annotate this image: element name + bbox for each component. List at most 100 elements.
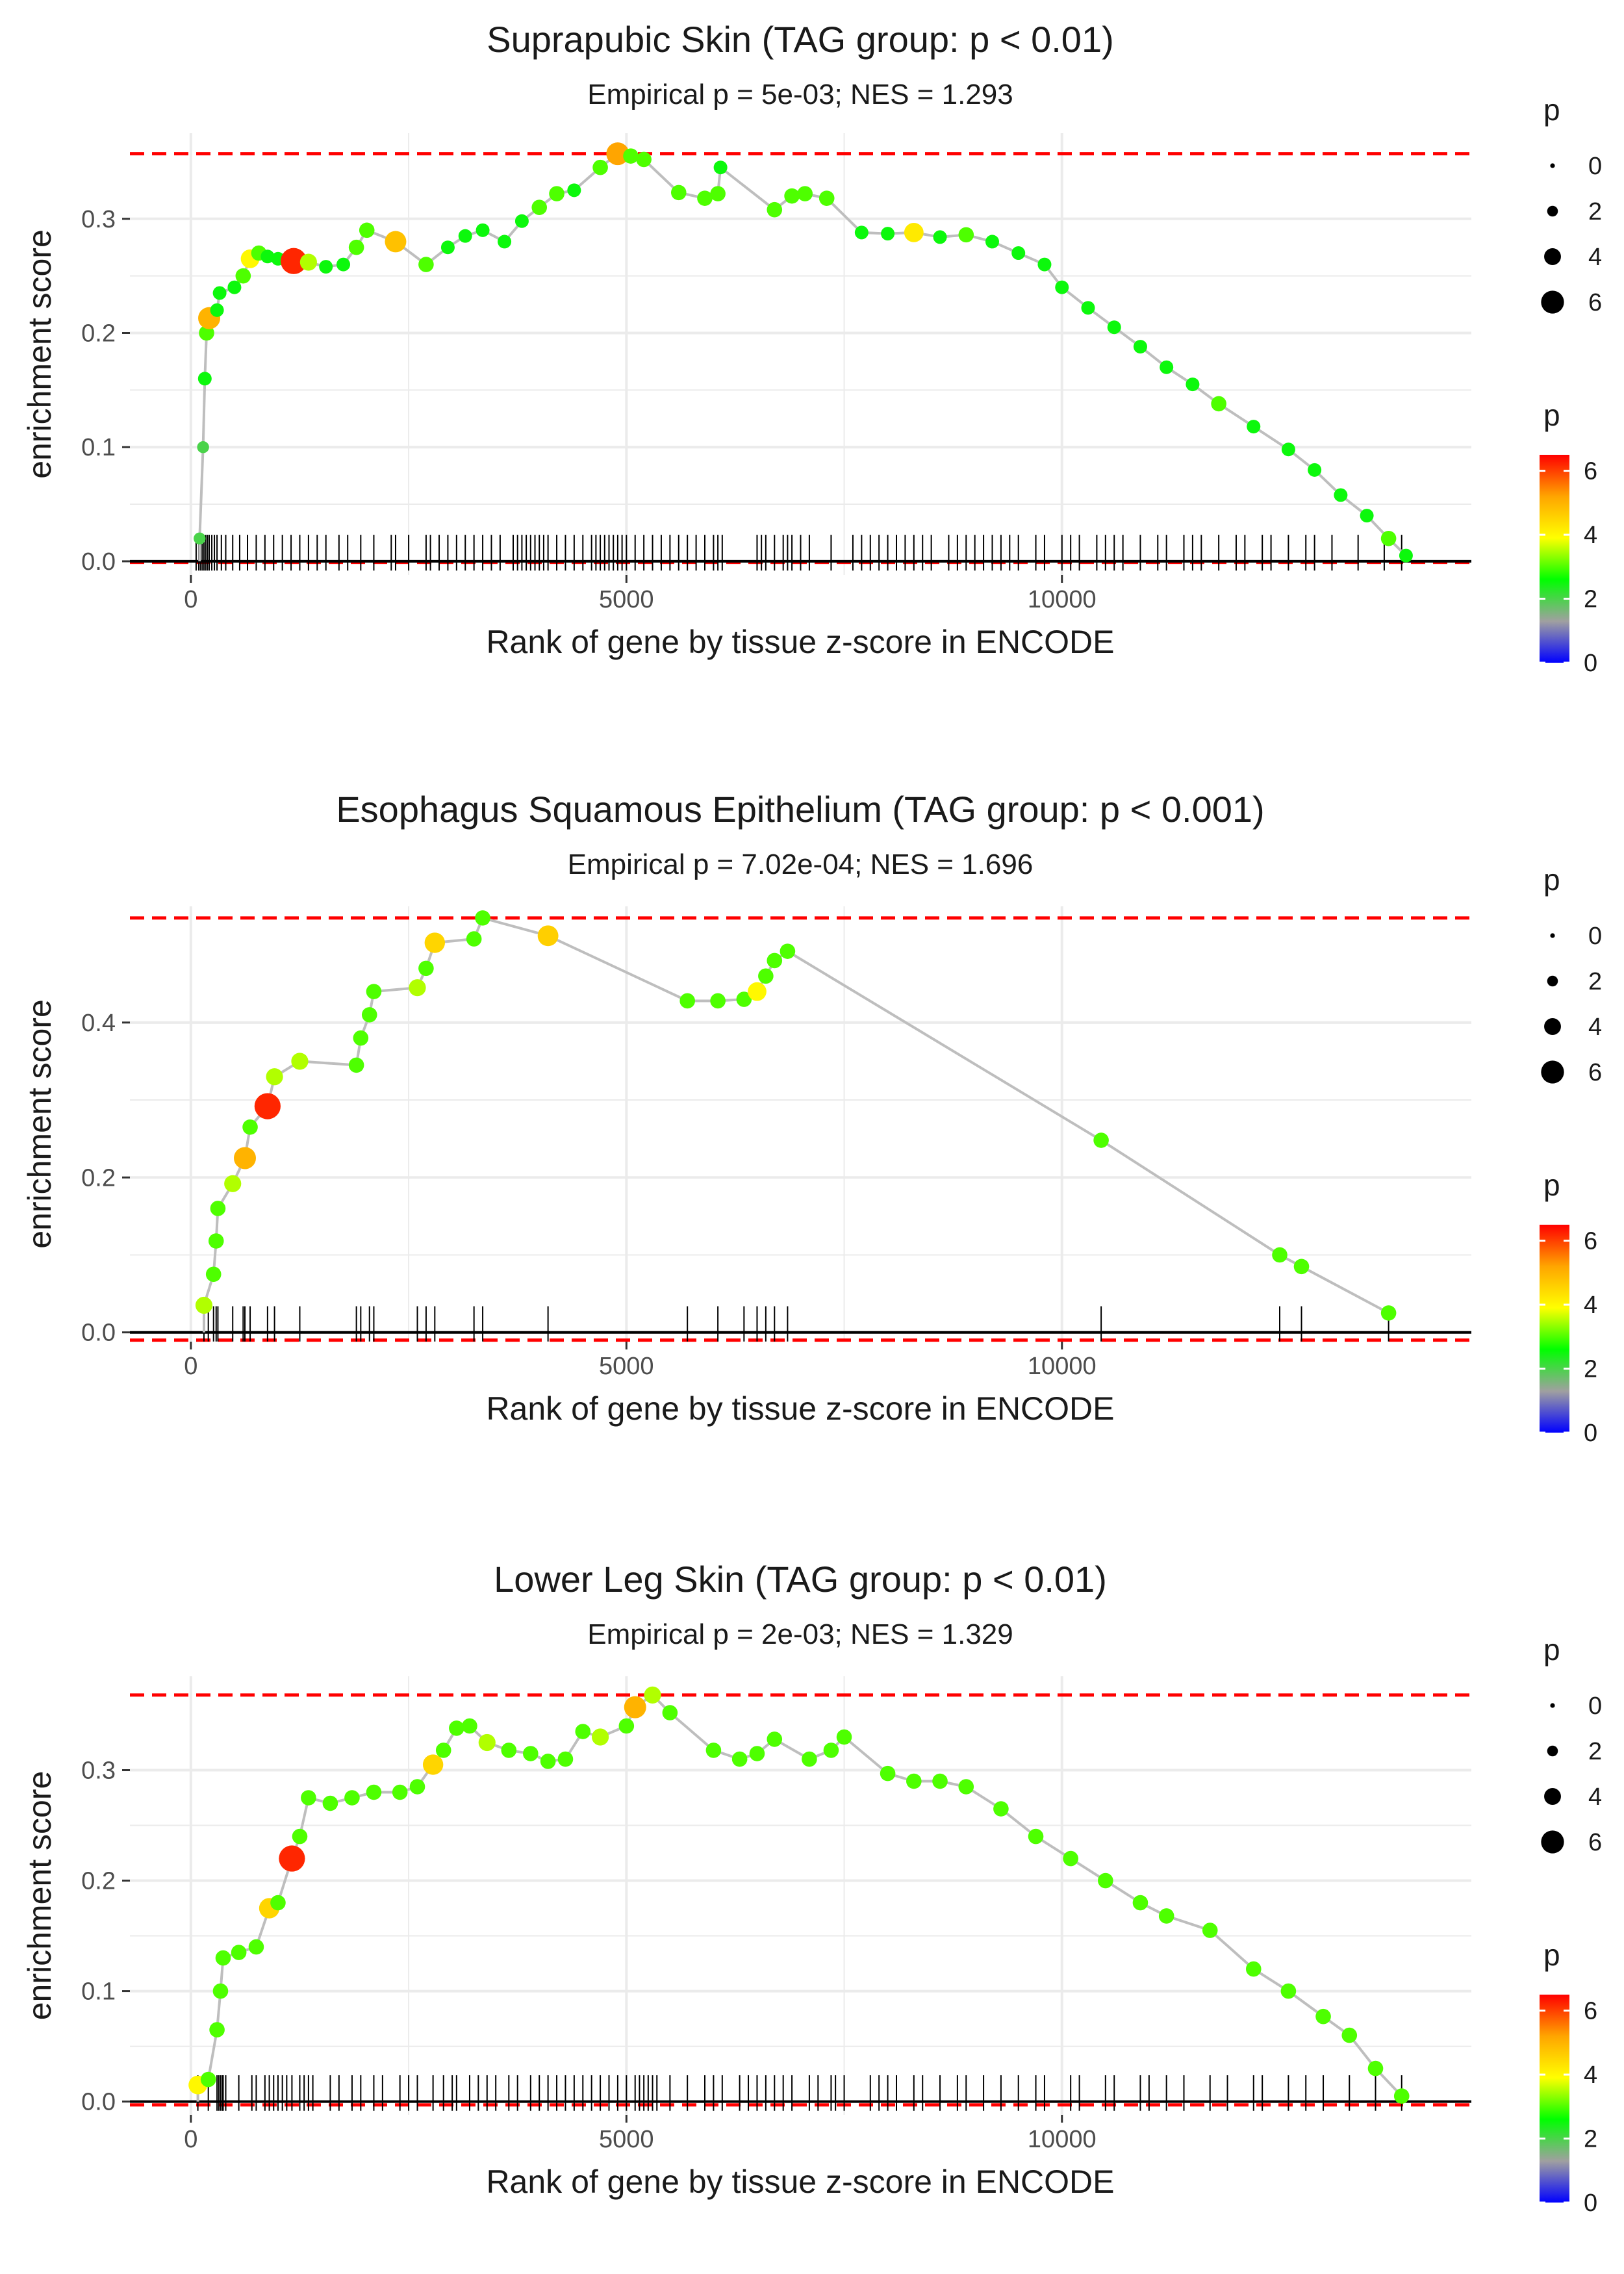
data-point [501, 1743, 517, 1758]
y-tick-label: 0.2 [81, 1164, 116, 1192]
size-legend-key [1541, 290, 1564, 314]
chart-subtitle: Empirical p = 2e-03; NES = 1.329 [587, 1618, 1013, 1650]
data-point [1245, 1961, 1262, 1977]
data-point [1132, 1895, 1148, 1911]
y-axis-title: enrichment score [21, 1771, 58, 2021]
grid-lines [130, 133, 1471, 575]
size-legend-title: p [1543, 93, 1560, 127]
size-legend-label: 2 [1588, 198, 1602, 225]
data-point [767, 201, 783, 218]
data-point [767, 1731, 783, 1747]
data-point [1272, 1247, 1288, 1263]
data-point [531, 199, 548, 216]
data-point [212, 1983, 229, 1999]
data-point [1063, 1850, 1078, 1867]
size-legend-label: 0 [1588, 1693, 1602, 1720]
x-tick-label: 0 [184, 586, 197, 613]
data-point [462, 1718, 477, 1734]
data-point [1367, 2060, 1384, 2076]
color-legend-label: 2 [1584, 586, 1597, 613]
data-point [1247, 420, 1261, 434]
size-legend-label: 6 [1588, 289, 1602, 316]
chart-title: Esophagus Squamous Epithelium (TAG group… [336, 789, 1264, 830]
grid-lines [130, 906, 1471, 1342]
data-point [1055, 280, 1069, 294]
data-point [1315, 2008, 1331, 2025]
data-point [906, 1773, 922, 1789]
x-tick-label: 5000 [599, 2126, 654, 2153]
x-axis-title: Rank of gene by tissue z-score in ENCODE [486, 624, 1114, 660]
data-point [409, 979, 426, 997]
y-tick-label: 0.0 [81, 1320, 116, 1347]
enrichment-curve [198, 152, 1407, 561]
chart-title: Suprapubic Skin (TAG group: p < 0.01) [487, 19, 1113, 60]
y-axis-title: enrichment score [21, 229, 58, 479]
data-point [1393, 2088, 1410, 2104]
data-point [319, 260, 333, 274]
data-point [904, 222, 924, 242]
data-point [234, 1147, 256, 1169]
data-point [353, 1030, 369, 1046]
size-legend-key [1550, 163, 1555, 168]
colorbar [1540, 455, 1569, 663]
data-point [361, 1007, 377, 1023]
data-point [881, 227, 895, 241]
data-point [567, 183, 581, 198]
size-legend-key [1544, 1018, 1561, 1035]
size-legend-label: 4 [1588, 244, 1602, 271]
enrichment-curve [202, 916, 1389, 1333]
data-point [818, 190, 835, 206]
data-point [366, 1784, 382, 1800]
data-point [422, 1754, 444, 1775]
data-point [713, 160, 728, 175]
data-point [1107, 320, 1121, 335]
size-legend-key [1544, 248, 1561, 265]
y-tick-label: 0.2 [81, 1868, 116, 1895]
data-point [1081, 301, 1095, 315]
data-point [1293, 1258, 1310, 1275]
data-point [475, 910, 490, 926]
data-point [301, 1790, 316, 1806]
data-point [195, 1296, 213, 1314]
data-point [254, 1093, 281, 1119]
y-tick-label: 0.3 [81, 1757, 116, 1785]
size-legend-key [1547, 205, 1558, 217]
data-point [644, 1686, 661, 1704]
data-point [280, 248, 307, 274]
data-point [212, 286, 227, 300]
data-point [662, 1705, 678, 1720]
size-legend-key [1547, 1745, 1558, 1757]
data-point [449, 1720, 464, 1736]
data-point [537, 925, 559, 947]
data-point [1186, 377, 1200, 392]
data-point [435, 1743, 451, 1758]
x-tick-label: 5000 [599, 1353, 654, 1380]
color-legend-label: 0 [1584, 1420, 1597, 1447]
data-point [424, 932, 446, 953]
data-point [514, 214, 529, 228]
data-point [366, 984, 382, 999]
color-legend-label: 6 [1584, 1228, 1597, 1255]
data-point [291, 1053, 309, 1070]
data-point [270, 1895, 286, 1911]
data-point [476, 223, 490, 237]
colorbar [1540, 1995, 1569, 2203]
data-point [194, 532, 206, 544]
data-point [575, 1724, 591, 1739]
data-point [1037, 257, 1052, 272]
data-point [557, 1751, 574, 1767]
data-point [227, 280, 242, 294]
data-point [784, 188, 800, 204]
grid-lines [130, 1676, 1471, 2115]
data-point [248, 1939, 264, 1955]
chart-subtitle: Empirical p = 7.02e-04; NES = 1.696 [568, 849, 1034, 880]
y-tick-label: 0.3 [81, 206, 116, 233]
data-point [591, 1728, 609, 1746]
data-point [710, 993, 726, 1009]
size-legend-label: 0 [1588, 153, 1602, 180]
data-point [802, 1751, 817, 1767]
chart-panel-3: Lower Leg Skin (TAG group: p < 0.01) Empi… [21, 1559, 1602, 2217]
y-tick-label: 0.0 [81, 548, 116, 576]
rug-marks [195, 535, 1402, 571]
data-point [235, 268, 251, 284]
